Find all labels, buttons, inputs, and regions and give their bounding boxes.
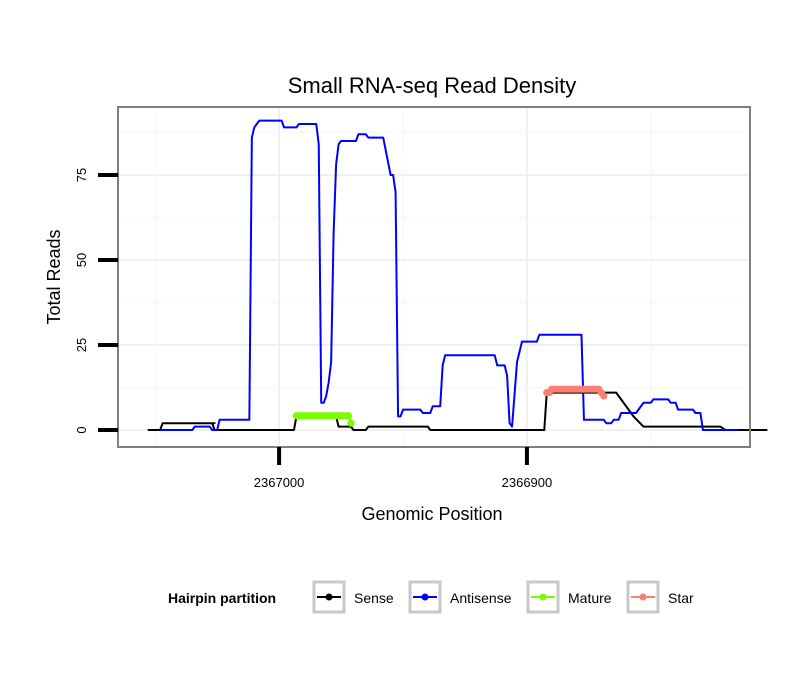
grid-lines: [118, 107, 750, 447]
data-point-mature: [347, 419, 355, 427]
y-axis: 0 25 50 75: [74, 168, 118, 434]
series-antisense: [160, 119, 738, 431]
data-point-mature: [344, 412, 353, 420]
plot-panel: [117, 106, 768, 448]
y-tick-label: 0: [74, 426, 89, 433]
series-layer: [147, 119, 768, 431]
series-star: [543, 385, 608, 400]
legend-key-dot: [421, 593, 429, 601]
x-axis-title: Genomic Position: [361, 504, 502, 524]
y-tick-label: 25: [74, 338, 89, 352]
legend-label: Mature: [568, 590, 612, 606]
x-tick-label: 2366900: [502, 475, 553, 490]
plot-border: [117, 106, 751, 448]
legend: Hairpin partition Sense Antisense Mature St…: [168, 580, 694, 614]
y-tick-label: 75: [74, 168, 89, 182]
plot-background: [118, 107, 750, 447]
legend-key-dot: [539, 593, 547, 601]
legend-item-mature: Mature: [526, 580, 612, 614]
legend-item-antisense: Antisense: [408, 580, 512, 614]
legend-label: Star: [668, 590, 694, 606]
legend-key-dot: [639, 593, 647, 601]
legend-label: Antisense: [450, 590, 512, 606]
y-tick-label: 50: [74, 253, 89, 267]
legend-item-sense: Sense: [312, 580, 394, 614]
legend-key-dot: [325, 593, 333, 601]
legend-item-star: Star: [626, 580, 694, 614]
chart-title: Small RNA-seq Read Density: [288, 73, 577, 98]
legend-label: Sense: [354, 590, 394, 606]
y-axis-title: Total Reads: [44, 229, 64, 324]
x-tick-label: 2367000: [254, 475, 305, 490]
data-point-star: [600, 392, 608, 400]
legend-title: Hairpin partition: [168, 590, 276, 606]
series-line-antisense: [160, 119, 738, 431]
x-axis: 2367000 2366900: [254, 447, 552, 490]
series-mature: [292, 412, 355, 427]
